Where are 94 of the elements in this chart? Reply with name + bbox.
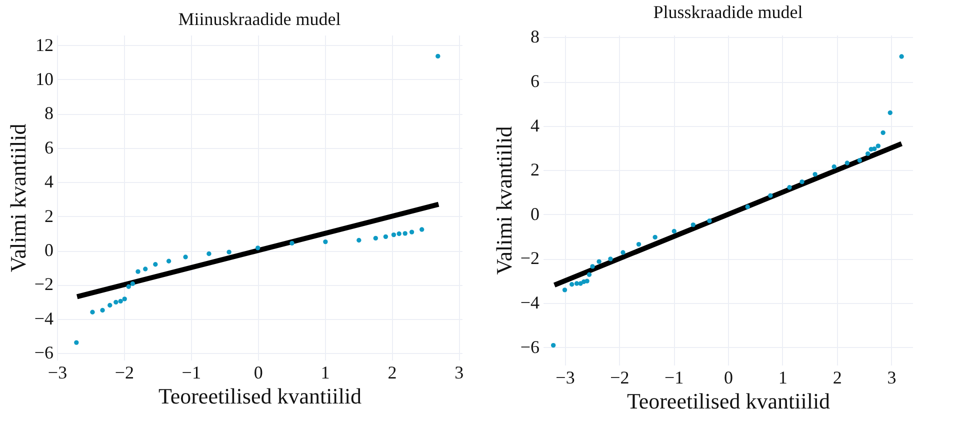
point <box>290 240 294 246</box>
point <box>122 296 127 302</box>
y-tick-label: 8 <box>44 103 54 124</box>
point <box>812 172 818 177</box>
point <box>844 160 850 166</box>
point <box>206 251 212 256</box>
point <box>876 144 881 148</box>
point <box>356 238 362 243</box>
point <box>584 278 590 284</box>
y-tick-label: 0 <box>44 240 54 260</box>
point <box>226 250 232 254</box>
point <box>590 264 595 269</box>
point <box>707 218 712 224</box>
point <box>130 281 135 286</box>
x-tick-label: 2 <box>832 368 842 388</box>
point <box>383 234 388 240</box>
point <box>872 146 877 152</box>
point <box>550 342 556 348</box>
y-tick-label: −4 <box>34 308 54 328</box>
x-tick-label: −1 <box>664 368 684 388</box>
x-axis-title: Teoreetilised kvantiilid <box>626 388 830 414</box>
point <box>608 256 613 262</box>
chart-title: Miinuskraadide mudel <box>178 9 341 29</box>
point <box>373 236 378 241</box>
y-tick-label: 2 <box>44 206 54 226</box>
x-tick-label: 0 <box>254 362 263 382</box>
y-tick-label: −2 <box>34 274 54 294</box>
chart-title: Plusskraadide mudel <box>653 2 803 22</box>
point <box>114 300 118 305</box>
point <box>865 151 870 156</box>
point <box>899 54 904 59</box>
point <box>832 164 836 170</box>
x-axis-title: Teoreetilised kvantiilid <box>158 384 362 408</box>
point <box>402 231 408 236</box>
x-tick-label: −1 <box>182 362 201 382</box>
point <box>143 266 148 272</box>
point <box>768 193 773 198</box>
x-tick-label: 3 <box>887 368 896 388</box>
point <box>672 228 676 234</box>
y-axis-title: Valimi kvantiilid <box>491 126 516 275</box>
point <box>569 282 574 287</box>
point <box>396 231 402 236</box>
point <box>108 302 112 308</box>
point <box>436 54 440 59</box>
point <box>787 185 792 190</box>
point <box>391 232 396 238</box>
x-tick-label: 1 <box>778 368 788 388</box>
point <box>562 288 568 292</box>
point <box>74 340 79 345</box>
point <box>409 230 414 234</box>
point <box>800 180 804 184</box>
y-tick-label: −6 <box>34 342 54 363</box>
x-tick-label: 0 <box>724 368 733 388</box>
point <box>652 234 658 240</box>
y-tick-label: 0 <box>530 204 540 224</box>
y-tick-label: −2 <box>520 248 540 268</box>
y-tick-label: 8 <box>530 26 540 47</box>
point <box>166 258 172 264</box>
y-tick-label: 4 <box>530 115 540 136</box>
y-tick-label: 6 <box>530 71 540 92</box>
y-tick-label: 6 <box>44 137 54 158</box>
x-tick-label: −3 <box>48 362 68 382</box>
point <box>690 222 696 228</box>
x-tick-label: 2 <box>388 362 397 382</box>
point <box>255 246 260 250</box>
point <box>888 110 892 116</box>
point <box>323 239 328 244</box>
point <box>880 130 886 136</box>
point <box>183 254 188 260</box>
point <box>126 284 131 289</box>
y-tick-label: −4 <box>520 292 540 312</box>
point <box>745 204 750 210</box>
point <box>636 242 642 247</box>
point <box>419 227 424 232</box>
y-tick-label: 12 <box>36 34 54 55</box>
point <box>620 250 626 255</box>
point <box>136 269 140 274</box>
x-tick-label: −2 <box>114 362 134 382</box>
point <box>100 308 105 313</box>
x-tick-label: 1 <box>320 362 330 382</box>
point <box>596 259 602 264</box>
y-tick-label: 4 <box>44 172 54 192</box>
x-tick-label: −3 <box>556 368 575 388</box>
y-tick-label: −6 <box>520 336 540 357</box>
x-tick-label: 3 <box>454 362 464 382</box>
point <box>90 310 95 314</box>
point <box>586 272 592 277</box>
y-axis-title: Valimi kvantiilid <box>5 124 30 272</box>
y-tick-label: 10 <box>36 68 54 89</box>
y-tick-label: 2 <box>530 160 540 180</box>
x-tick-label: −2 <box>610 368 630 388</box>
point <box>153 262 158 267</box>
point <box>118 298 123 304</box>
point <box>857 158 862 163</box>
